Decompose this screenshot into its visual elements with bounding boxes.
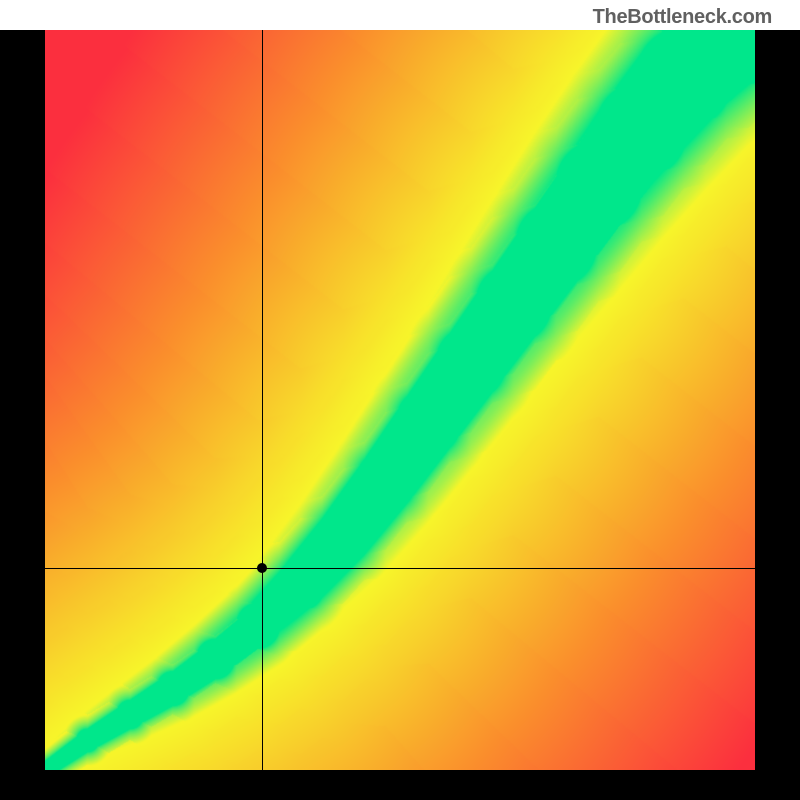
- attribution-text: TheBottleneck.com: [593, 6, 772, 29]
- crosshair-marker: [257, 563, 267, 573]
- crosshair-horizontal: [45, 568, 755, 569]
- crosshair-vertical: [262, 30, 263, 770]
- heatmap-canvas: [45, 30, 755, 770]
- heatmap-plot: [45, 30, 755, 770]
- root-container: TheBottleneck.com: [0, 0, 800, 800]
